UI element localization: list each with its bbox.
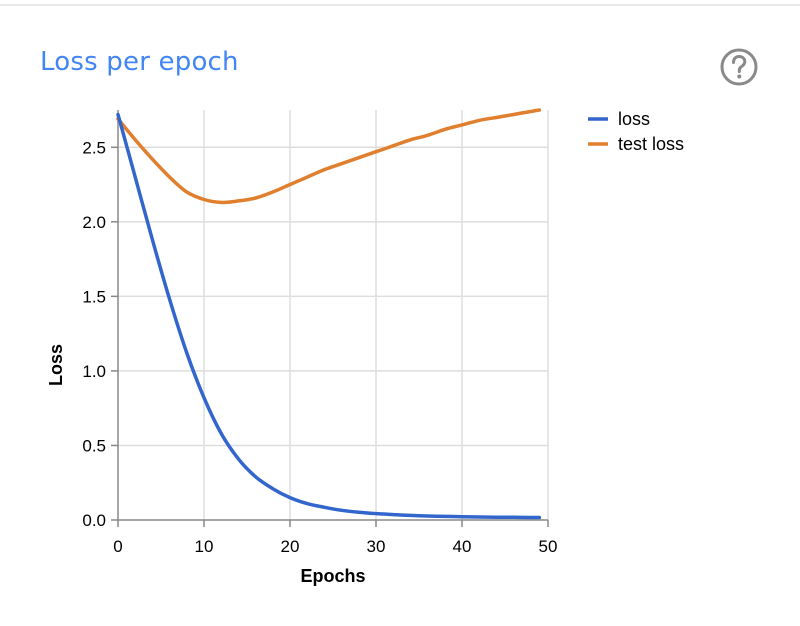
top-divider bbox=[0, 4, 800, 6]
panel-title: Loss per epoch bbox=[40, 47, 239, 77]
legend-label-test-loss: test loss bbox=[618, 134, 684, 154]
x-tick-label: 40 bbox=[453, 537, 472, 556]
corner-fragment bbox=[796, 610, 800, 622]
y-tick-label: 0.0 bbox=[82, 511, 106, 530]
x-tick-label: 50 bbox=[539, 537, 558, 556]
x-tick-label: 30 bbox=[367, 537, 386, 556]
y-axis-title: Loss bbox=[46, 344, 66, 386]
y-tick-label: 2.5 bbox=[82, 138, 106, 157]
y-tick-label: 2.0 bbox=[82, 213, 106, 232]
series-line-test-loss bbox=[116, 108, 542, 205]
question-circle-icon bbox=[720, 48, 758, 86]
y-tick-label: 0.5 bbox=[82, 436, 106, 455]
y-tick-label: 1.0 bbox=[82, 362, 106, 381]
x-tick-label: 20 bbox=[281, 537, 300, 556]
series-line-loss bbox=[116, 112, 542, 520]
x-tick-label: 0 bbox=[113, 537, 122, 556]
y-tick-label: 1.5 bbox=[82, 287, 106, 306]
x-axis-title: Epochs bbox=[300, 566, 365, 586]
x-tick-label: 10 bbox=[195, 537, 214, 556]
legend-label-loss: loss bbox=[618, 109, 650, 129]
help-button[interactable] bbox=[719, 47, 759, 87]
